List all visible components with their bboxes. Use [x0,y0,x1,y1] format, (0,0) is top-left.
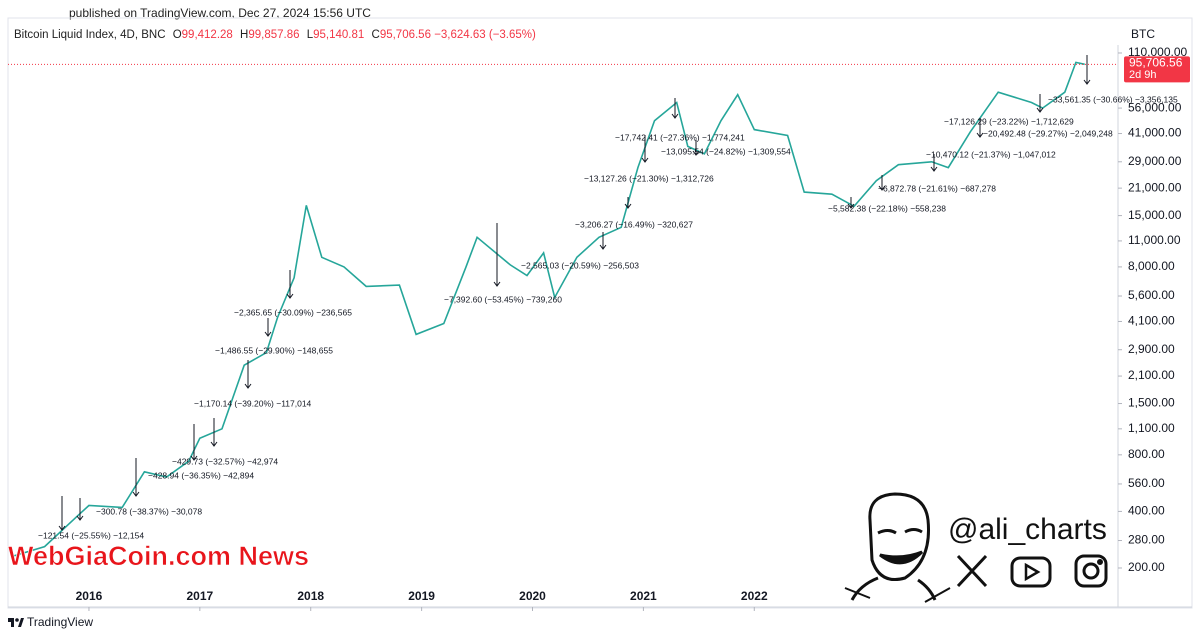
arrow-head [878,185,886,191]
y-tick-label: 11,000.00 [1128,233,1181,247]
ohlc-key: L [306,29,314,41]
arrow-head [671,113,679,119]
y-tick-label: 2,900.00 [1128,342,1175,356]
ohlc-key: O [172,29,182,41]
drawdown-annotation: −5,582.38 (−22.18%) −558,238 [828,203,946,213]
drawdown-annotation: −20,492.48 (−29.27%) −2,049,248 [983,128,1113,138]
y-tick-label: 1,500.00 [1128,396,1175,410]
arrow-head [692,150,700,156]
legend: Bitcoin Liquid Index, 4D, BNC O99,412.28… [14,29,536,41]
arrow-head [132,491,140,497]
drawdown-annotation: −3,206.27 (−16.49%) −320,627 [575,219,693,229]
handle-watermark: @ali_charts [948,513,1107,546]
y-tick-label: 400.00 [1128,504,1165,518]
ohlc-key: C [371,29,380,41]
x-tick-label: 2018 [297,589,324,603]
x-tick-label: 2021 [630,589,657,603]
change: −3,624.63 (−3.65%) [434,29,536,41]
drawdown-annotation: −2,365.65 (−30.09%) −236,565 [234,307,352,317]
y-tick-label: 800.00 [1128,447,1165,461]
drawdown-annotation: −428.94 (−36.35%) −42,894 [148,470,254,480]
arrow-head [1083,79,1091,85]
y-tick-label: 560.00 [1128,476,1165,490]
drawdown-annotation: −17,126.29 (−23.22%) −1,712,629 [944,116,1074,126]
currency: BTC [1131,27,1155,41]
drawdown-annotation: −17,742.41 (−27.36%) −1,774,241 [615,132,745,142]
last-price-label: 95,706.56 [1129,56,1183,70]
last-price-badge [1124,56,1190,83]
published-note: published on TradingView.com, Dec 27, 20… [69,6,371,20]
x-tick-label: 2019 [408,589,435,603]
arrow-head [58,525,66,531]
arrow-head [641,157,649,163]
chart-frame [7,17,1193,609]
x-tick-label: 2020 [519,589,546,603]
y-tick-label: 56,000.00 [1128,100,1182,114]
drawdown-annotation: −300.78 (−38.37%) −30,078 [96,506,202,516]
symbol: Bitcoin Liquid Index, 4D, BNC [14,29,166,41]
drawdown-annotation: −121.54 (−25.55%) −12,154 [38,530,144,540]
arrow-head [1036,107,1044,113]
countdown: 2d 9h [1129,69,1157,81]
x-tick-label: 2022 [741,589,768,603]
ohlc-value: 95,706.56 [379,29,431,41]
price-line [11,61,1085,558]
arrow-head [493,281,501,287]
y-tick-label: 21,000.00 [1128,180,1182,194]
y-tick-label: 15,000.00 [1128,208,1182,222]
y-tick-label: 29,000.00 [1128,154,1182,168]
arrow-head [244,383,252,389]
drawdown-annotation: −1,486.55 (−29.90%) −148,655 [215,345,333,355]
drawdown-annotation: −33,561.35 (−30.66%) −3,356,135 [1048,94,1178,104]
youtube-icon [1010,556,1052,588]
y-tick-label: 41,000.00 [1128,126,1182,140]
drawdown-annotation: −1,170.14 (−39.20%) −117,014 [194,398,312,408]
drawdown-annotation: −6,872.78 (−21.61%) −687,278 [878,183,996,193]
y-tick-label: 280.00 [1128,533,1165,547]
arrow-head [976,132,984,138]
arrow-head [624,203,632,209]
drawdown-annotation: −7,392.60 (−53.45%) −739,260 [444,294,562,304]
y-tick-label: 8,000.00 [1128,259,1175,273]
tradingview-logo [8,618,24,627]
ohlc-value: 99,857.86 [248,29,300,41]
arrow-head [190,455,198,461]
drawdown-annotation: −429.73 (−32.57%) −42,974 [172,456,278,466]
drawdown-annotation: −13,127.26 (−21.30%) −1,312,726 [584,173,714,183]
x-icon [956,554,988,588]
arrow-head [210,441,218,447]
arrow-head [847,203,855,209]
drawdown-annotation: −13,095.54 (−24.82%) −1,309,554 [661,146,791,156]
y-tick-label: 1,100.00 [1128,421,1175,435]
arrow-head [930,166,938,172]
x-tick-label: 2017 [186,589,213,603]
plot: 110,000.00 56,000.00 41,000.00 29,000.00 21,… [8,45,1190,611]
arrow-head [76,515,84,521]
arrow-head [264,331,272,337]
instagram-icon [1074,554,1108,588]
ohlc-value: 99,412.28 [181,29,233,41]
footer-brand: TradingView [27,615,93,629]
drawdown-annotation: −10,470.12 (−21.37%) −1,047,012 [926,149,1056,159]
arrow-head [286,293,294,299]
y-tick-label: 2,100.00 [1128,368,1175,382]
ohlc-key: H [240,29,249,41]
drawdown-annotation: −2,565.03 (−20.59%) −256,503 [521,260,639,270]
y-tick-label: 5,600.00 [1128,288,1175,302]
arrow-head [599,244,607,250]
y-tick-label: 4,100.00 [1128,314,1175,328]
ohlc-value: 95,140.81 [313,29,365,41]
y-tick-label: 200.00 [1128,560,1165,574]
site-watermark: WebGiaCoin.com News [8,541,309,571]
y-tick-label: 110,000.00 [1128,45,1187,59]
x-tick-label: 2016 [76,589,103,603]
face-illustration [844,492,951,603]
